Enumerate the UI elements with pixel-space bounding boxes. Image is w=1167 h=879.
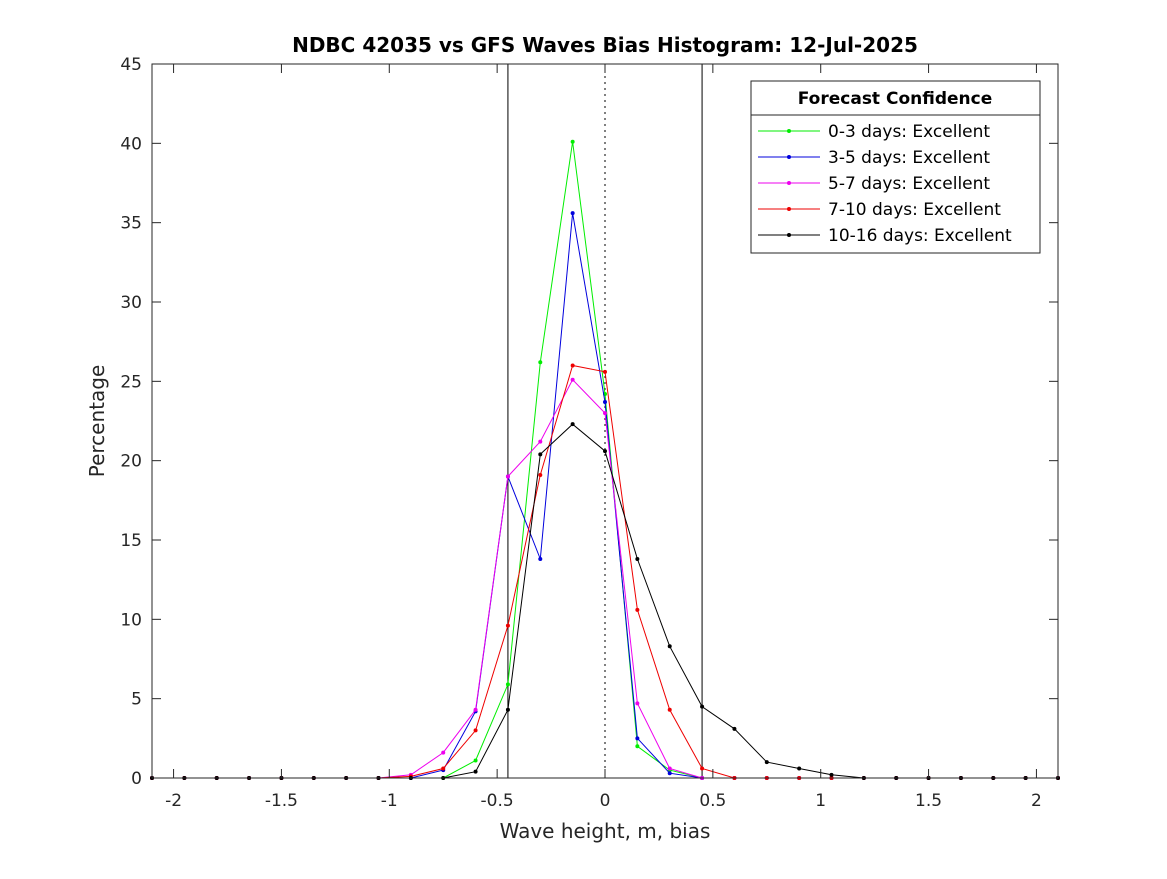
series-3-point-10 bbox=[473, 728, 478, 733]
y-tick-label-1: 5 bbox=[131, 690, 142, 710]
legend-label-2: 5-7 days: Excellent bbox=[828, 174, 990, 194]
x-tick-label-2: -1 bbox=[381, 791, 398, 811]
series-1-point-15 bbox=[635, 736, 640, 741]
series-0-point-11 bbox=[505, 682, 510, 687]
legend-label-1: 3-5 days: Excellent bbox=[828, 148, 990, 168]
legend-marker-2 bbox=[787, 181, 791, 185]
series-4-point-20 bbox=[797, 766, 802, 771]
series-4-point-15 bbox=[635, 557, 640, 562]
legend-label-0: 0-3 days: Excellent bbox=[828, 122, 990, 142]
series-4-point-16 bbox=[667, 644, 672, 649]
x-tick-labels: -2 -1.5 -1 -0.5 0 0.5 1 1.5 2 bbox=[165, 791, 1042, 811]
legend-marker-1 bbox=[787, 155, 791, 159]
legend: Forecast Confidence 0-3 days: Excellent 3… bbox=[750, 80, 1041, 254]
y-tick-label-3: 15 bbox=[120, 531, 142, 551]
series-4-point-19 bbox=[764, 760, 769, 765]
legend-title: Forecast Confidence bbox=[798, 89, 993, 109]
series-3-point-12 bbox=[538, 472, 543, 477]
x-tick-label-3: -0.5 bbox=[481, 791, 514, 811]
series-1-point-14 bbox=[603, 399, 607, 404]
series-4-point-11 bbox=[505, 707, 510, 712]
series-2-point-12 bbox=[538, 439, 543, 444]
x-tick-label-5: 0.5 bbox=[699, 791, 726, 811]
series-4-point-21 bbox=[829, 772, 834, 777]
y-tick-label-9: 45 bbox=[120, 55, 142, 75]
x-tick-label-1: -1.5 bbox=[265, 791, 298, 811]
y-tick-label-5: 25 bbox=[120, 372, 142, 392]
series-3-point-13 bbox=[570, 363, 575, 368]
y-tick-label-8: 40 bbox=[120, 134, 142, 154]
series-2-point-13 bbox=[570, 377, 575, 382]
y-tick-label-2: 10 bbox=[120, 610, 142, 630]
series-4-point-14 bbox=[603, 449, 607, 454]
series-0-point-15 bbox=[635, 744, 640, 749]
series-1-point-13 bbox=[570, 211, 575, 216]
chart-title: NDBC 42035 vs GFS Waves Bias Histogram: … bbox=[292, 33, 918, 57]
reference-lines bbox=[507, 64, 703, 778]
x-tick-label-6: 1 bbox=[815, 791, 826, 811]
series-0-point-13 bbox=[570, 139, 575, 144]
x-tick-label-7: 1.5 bbox=[915, 791, 942, 811]
series-3-point-17 bbox=[700, 766, 705, 771]
series-4-point-18 bbox=[732, 726, 737, 731]
series-2-point-15 bbox=[635, 701, 640, 706]
y-tick-label-0: 0 bbox=[131, 769, 142, 789]
series-4-point-10 bbox=[473, 769, 478, 774]
series-3-point-9 bbox=[441, 766, 446, 771]
x-axis-label: Wave height, m, bias bbox=[500, 819, 711, 843]
series-3-point-16 bbox=[667, 707, 672, 712]
series-2-point-9 bbox=[441, 750, 446, 755]
series-2-point-10 bbox=[473, 707, 478, 712]
legend-box bbox=[750, 80, 1041, 254]
x-tick-label-4: 0 bbox=[600, 791, 611, 811]
y-tick-label-6: 30 bbox=[120, 293, 142, 313]
legend-marker-0 bbox=[787, 129, 791, 133]
series-4-point-17 bbox=[700, 704, 705, 709]
x-tick-label-0: -2 bbox=[165, 791, 182, 811]
legend-marker-3 bbox=[787, 207, 791, 211]
legend-label-3: 7-10 days: Excellent bbox=[828, 200, 1001, 220]
axis-ticks bbox=[152, 63, 1058, 779]
legend-label-4: 10-16 days: Excellent bbox=[828, 226, 1012, 246]
y-axis-label: Percentage bbox=[85, 365, 109, 478]
series-4-point-13 bbox=[570, 422, 575, 427]
series-0-point-10 bbox=[473, 758, 478, 763]
series-3-point-14 bbox=[603, 369, 607, 374]
legend-marker-4 bbox=[787, 233, 791, 237]
x-tick-label-8: 2 bbox=[1031, 791, 1042, 811]
series-3-point-15 bbox=[635, 607, 640, 612]
series-2-point-16 bbox=[667, 766, 672, 771]
legend-items: 0-3 days: Excellent 3-5 days: Excellent 5-… bbox=[758, 122, 1012, 246]
series-1-point-16 bbox=[667, 771, 672, 776]
series-0-point-12 bbox=[538, 360, 543, 365]
y-tick-labels: 0 5 10 15 20 25 30 35 40 45 bbox=[120, 55, 142, 789]
y-tick-label-4: 20 bbox=[120, 452, 142, 472]
series-2-point-14 bbox=[603, 411, 607, 416]
series-4-point-12 bbox=[538, 452, 543, 457]
y-tick-label-7: 35 bbox=[120, 214, 142, 234]
series-3-point-11 bbox=[505, 623, 510, 628]
series-1-point-12 bbox=[538, 557, 543, 562]
series-2-point-11 bbox=[505, 474, 510, 479]
